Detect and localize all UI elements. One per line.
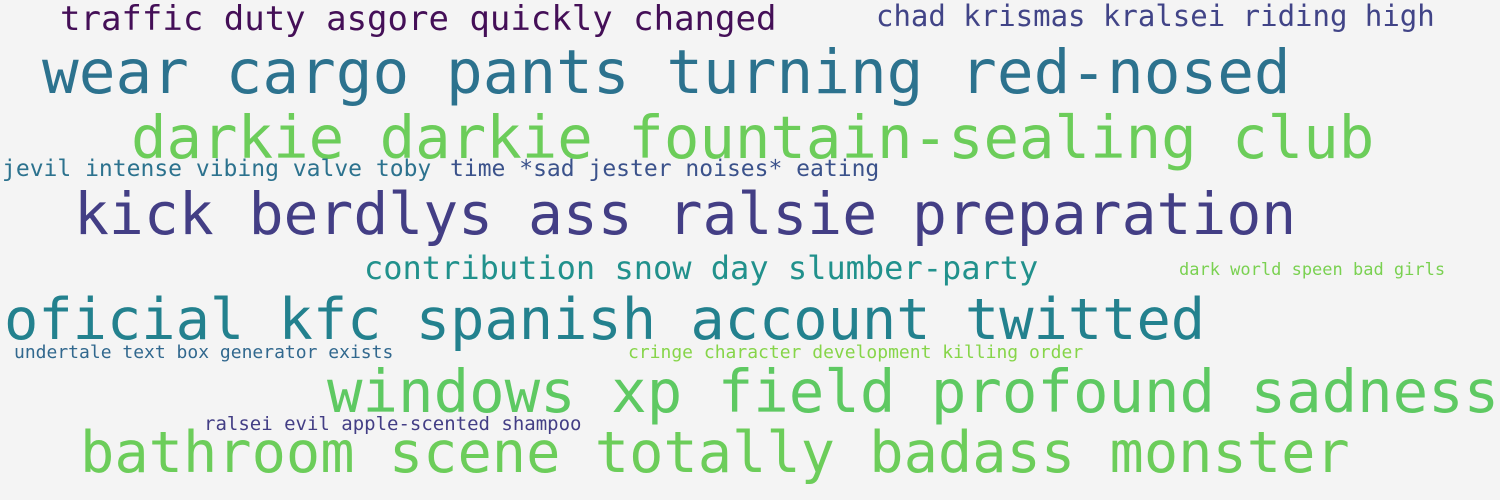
phrase: chad krismas kralsei riding high <box>876 0 1435 33</box>
phrase: windows xp field profound sadness <box>327 357 1500 426</box>
phrase: jevil intense vibing valve toby <box>2 156 432 182</box>
phrase: wear cargo pants turning red-nosed <box>42 37 1291 108</box>
phrase: traffic duty asgore quickly changed <box>60 0 777 39</box>
phrase: cringe character development killing ord… <box>628 342 1084 363</box>
phrase: ralsei evil apple-scented shampoo <box>204 413 582 435</box>
phrase: dark world speen bad girls <box>1179 260 1446 280</box>
phrase: bathroom scene totally badass monster <box>80 420 1350 486</box>
phrase: darkie darkie fountain-sealing club <box>131 103 1375 172</box>
phrase: oficial kfc spanish account twitted <box>4 287 1206 353</box>
phrase: contribution snow day slumber-party <box>364 249 1039 287</box>
phrase: time *sad jester noises* eating <box>450 156 880 182</box>
phrase: kick berdlys ass ralsie preparation <box>74 180 1297 248</box>
phrase: undertale text box generator exists <box>14 342 394 363</box>
